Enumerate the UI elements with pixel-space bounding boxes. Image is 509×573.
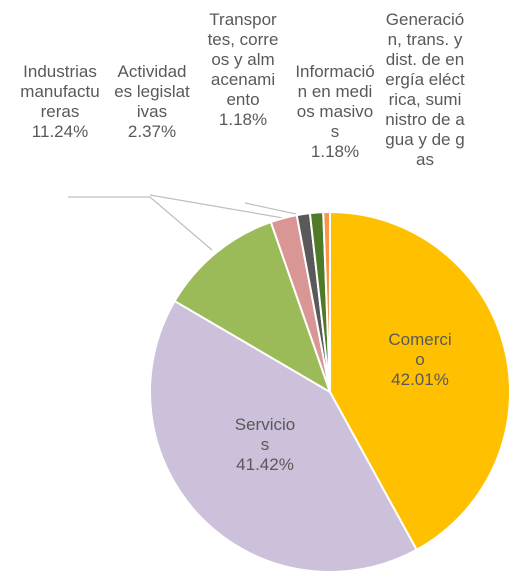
leader-line: [244, 202, 297, 215]
category-name: Servicios: [234, 415, 296, 454]
category-name: Actividades legislativas: [114, 62, 190, 121]
category-name: Comercio: [388, 330, 452, 369]
category-name: Industrias manufactureras: [20, 62, 100, 121]
category-name: Información en medios masivos: [295, 62, 375, 141]
value-label: 11.24%: [31, 122, 89, 141]
value-label: 2.37%: [127, 122, 177, 141]
slice-label: Actividades legislativas 2.37%: [113, 62, 191, 142]
pie-slice: [173, 220, 332, 395]
category-name: Transportes, correos y almacenamiento: [207, 10, 279, 109]
slice-label: Transportes, correos y almacenamiento 1.1…: [207, 10, 279, 130]
slice-label: Servicios 41.42%: [232, 415, 298, 475]
slice-label: Información en medios masivos 1.18%: [295, 62, 375, 162]
pie-slice: [322, 210, 331, 393]
leader-line: [68, 196, 213, 251]
slice-label: Generación, trans. y dist. de energía el…: [384, 10, 466, 170]
slice-label: Comercio 42.01%: [387, 330, 453, 390]
value-label: 1.18%: [310, 142, 360, 161]
slice-label: Industrias manufactureras 11.24%: [20, 62, 100, 142]
pie-slice: [149, 299, 418, 573]
pie-slice: [329, 210, 509, 552]
value-label: 42.01%: [391, 370, 449, 389]
value-label: 1.18%: [218, 110, 268, 129]
value-label: 41.42%: [236, 455, 294, 474]
leader-line: [149, 194, 284, 219]
category-name: Generación, trans. y dist. de energía el…: [385, 10, 465, 169]
